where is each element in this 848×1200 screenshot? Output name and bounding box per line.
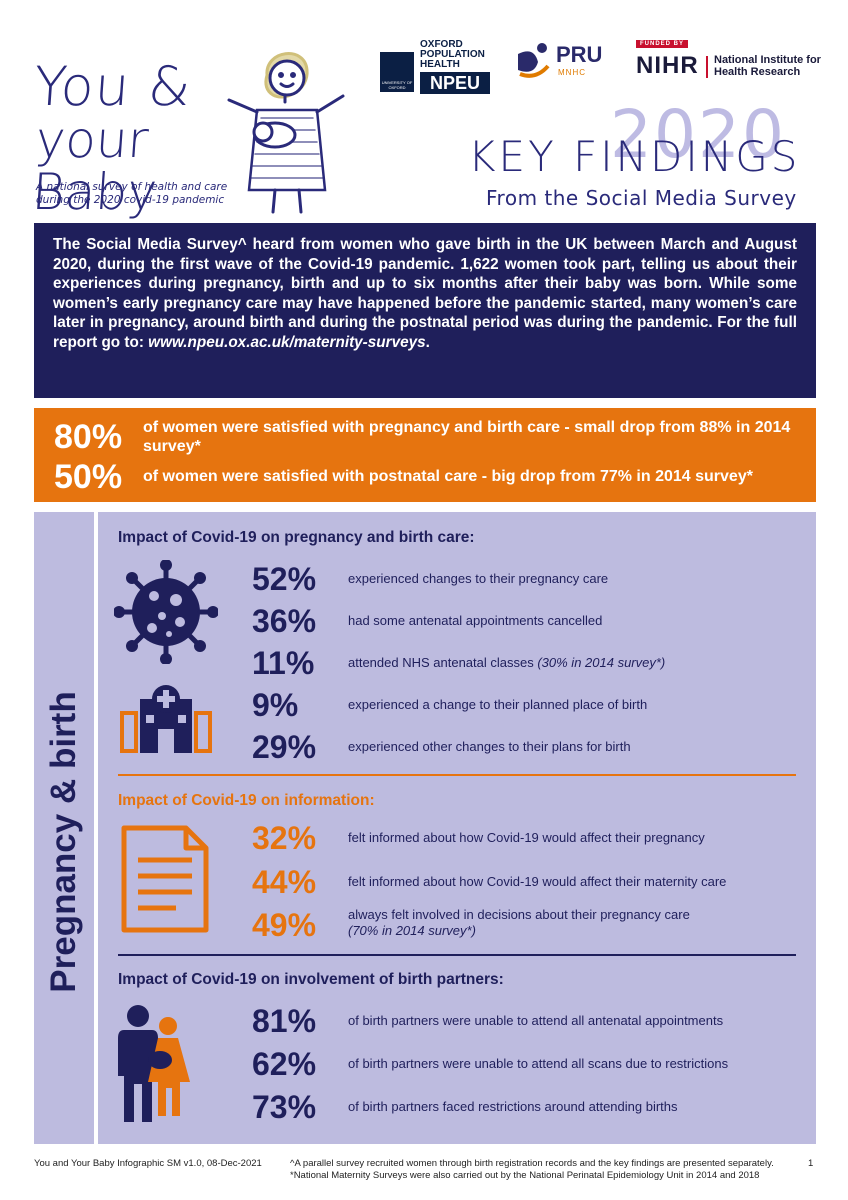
footer-notes: ^A parallel survey recruited women throu… [290, 1158, 810, 1181]
oxford-npeu-logo: UNIVERSITY OF OXFORD OXFORD POPULATION H… [380, 40, 492, 94]
intro-text: The Social Media Survey^ heard from wome… [53, 236, 797, 351]
stat-text: of birth partners were unable to attend … [348, 1013, 724, 1028]
nihr-funded-by: FUNDED BY [636, 40, 689, 48]
stat-text: always felt involved in decisions about … [348, 907, 788, 939]
pru-mark-icon [518, 43, 550, 78]
document-icon [121, 825, 209, 933]
section-title-partners: Impact of Covid-19 on involvement of bir… [118, 971, 504, 988]
stat-row: 73% of birth partners faced restrictions… [252, 1087, 792, 1127]
stat-text: experienced a change to their planned pl… [348, 697, 648, 712]
stat-percent: 49% [252, 907, 317, 943]
satisfaction-text: of women were satisfied with pregnancy a… [143, 419, 791, 455]
satisfaction-percent: 80% [54, 418, 123, 456]
side-label: Pregnancy & birth [34, 512, 94, 1144]
stat-text: had some antenatal appointments cancelle… [348, 613, 603, 628]
stat-percent: 62% [252, 1046, 317, 1082]
stat-row: 49% always felt involved in decisions ab… [252, 905, 792, 945]
stat-row: 32% felt informed about how Covid-19 wou… [252, 818, 792, 858]
stat-text: of birth partners faced restrictions aro… [348, 1099, 678, 1114]
year-watermark: 2020 [610, 96, 786, 173]
oxford-population-health-text: OXFORD POPULATION HEALTH [420, 39, 485, 70]
stat-row: 36% had some antenatal appointments canc… [252, 601, 792, 641]
pru-logo: PRU MNHC [514, 40, 614, 80]
nihr-divider [706, 56, 708, 78]
section-title-care: Impact of Covid-19 on pregnancy and birt… [118, 529, 475, 546]
footer-note-2: *National Maternity Surveys were also ca… [290, 1169, 760, 1181]
intro-end: . [425, 333, 430, 351]
stat-text: experienced changes to their pregnancy c… [348, 571, 609, 586]
side-label-text: Pregnancy & birth [44, 691, 83, 993]
stat-row: 52% experienced changes to their pregnan… [252, 559, 792, 599]
stat-row: 62% of birth partners were unable to att… [252, 1044, 792, 1084]
stat-percent: 11% [252, 645, 315, 681]
stat-percent: 29% [252, 729, 317, 765]
nihr-logo: FUNDED BY NIHR National Institute for He… [636, 40, 836, 80]
pru-name: PRU [556, 42, 603, 67]
virus-icon [114, 560, 218, 664]
stat-text: experienced other changes to their plans… [348, 739, 631, 754]
stat-percent: 9% [252, 687, 299, 723]
stat-percent: 36% [252, 603, 317, 639]
pru-sub: MNHC [558, 68, 586, 77]
stat-row: 29% experienced other changes to their p… [252, 727, 792, 767]
satisfaction-box: 80% of women were satisfied with pregnan… [34, 408, 816, 502]
page-title: KEY FINDINGS [468, 132, 801, 181]
stat-text: attended NHS antenatal classes (30% in 2… [348, 643, 665, 683]
stat-row: 81% of birth partners were unable to att… [252, 1001, 792, 1041]
stat-text: felt informed about how Covid-19 would a… [348, 830, 705, 845]
nihr-institute: National Institute for Health Research [714, 54, 821, 78]
logo-tagline: A national survey of health and care dur… [36, 181, 228, 206]
stat-row: 44% felt informed about how Covid-19 wou… [252, 862, 792, 902]
parents-icon [118, 1005, 190, 1122]
stat-text-main: attended NHS antenatal classes [348, 655, 538, 670]
npeu-logo-text: NPEU [420, 72, 490, 94]
stat-text: felt informed about how Covid-19 would a… [348, 874, 727, 889]
section-title-info: Impact of Covid-19 on information: [118, 792, 375, 809]
stat-row: 11% attended NHS antenatal classes (30% … [252, 643, 792, 683]
stat-percent: 81% [252, 1003, 317, 1039]
page-number: 1 [808, 1158, 814, 1169]
intro-box: The Social Media Survey^ heard from wome… [34, 223, 816, 398]
stat-percent: 44% [252, 864, 317, 900]
stat-text: of birth partners were unable to attend … [348, 1056, 729, 1071]
mother-baby-drawing-icon [227, 52, 345, 214]
stat-percent: 32% [252, 820, 317, 856]
stat-percent: 73% [252, 1089, 317, 1125]
stat-percent: 52% [252, 561, 317, 597]
pregnancy-birth-panel: Pregnancy & birth Impact of Covid-19 on … [34, 512, 816, 1144]
vertical-divider [94, 512, 98, 1144]
nihr-name: NIHR [636, 52, 699, 79]
satisfaction-text: of women were satisfied with postnatal c… [143, 468, 753, 485]
page-subtitle: From the Social Media Survey [486, 186, 797, 210]
stat-note: (30% in 2014 survey*) [537, 655, 666, 670]
stat-note: (70% in 2014 survey*) [348, 923, 476, 938]
hospital-icon [120, 685, 212, 753]
satisfaction-percent: 50% [54, 458, 123, 496]
section-divider [118, 774, 796, 776]
section-divider [118, 954, 796, 956]
stat-row: 9% experienced a change to their planned… [252, 685, 792, 725]
oxford-crest-icon: UNIVERSITY OF OXFORD [380, 52, 414, 92]
report-link[interactable]: www.npeu.ox.ac.uk/maternity-surveys [148, 333, 426, 351]
footer-note-1: ^A parallel survey recruited women throu… [290, 1158, 774, 1169]
footer-version: You and Your Baby Infographic SM v1.0, 0… [34, 1158, 262, 1169]
stat-text-main: always felt involved in decisions about … [348, 907, 690, 922]
